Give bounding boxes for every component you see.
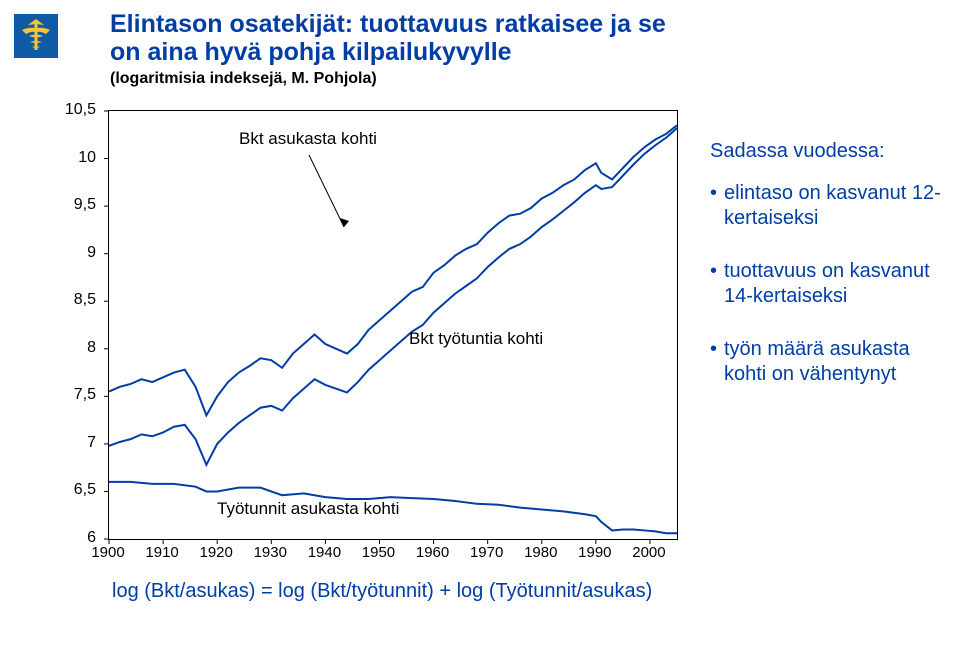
- bullet-2: tuottavuus on kasvanut 14-kertaiseksi: [710, 259, 945, 309]
- footer-equation: log (Bkt/asukas) = log (Bkt/työtunnit) +…: [112, 580, 652, 603]
- chart-lines: [109, 111, 677, 539]
- xtick: 1950: [362, 544, 395, 561]
- xtick: 1940: [308, 544, 341, 561]
- ytick: 8: [87, 339, 96, 357]
- xtick: 1900: [91, 544, 124, 561]
- slide-title: Elintason osatekijät: tuottavuus ratkais…: [110, 10, 666, 66]
- xtick: 1970: [470, 544, 503, 561]
- slide: Elintason osatekijät: tuottavuus ratkais…: [0, 0, 960, 646]
- ytick: 10: [78, 149, 96, 167]
- x-axis-labels: 1900191019201930194019501960197019801990…: [108, 540, 678, 564]
- ytick: 9: [87, 244, 96, 262]
- plot-area: Bkt asukasta kohti Bkt työtuntia kohti T…: [108, 110, 678, 540]
- side-bullets: elintaso on kasvanut 12-kertaiseksi tuot…: [710, 181, 945, 387]
- side-heading: Sadassa vuodessa:: [710, 140, 945, 163]
- ytick: 7,5: [74, 386, 96, 404]
- label-bkt-asukasta: Bkt asukasta kohti: [239, 129, 377, 149]
- xtick: 1960: [416, 544, 449, 561]
- xtick: 1910: [145, 544, 178, 561]
- xtick: 1980: [524, 544, 557, 561]
- slide-subtitle: (logaritmisia indeksejä, M. Pohjola): [110, 70, 377, 88]
- caduceus-logo: [14, 14, 58, 58]
- ytick: 8,5: [74, 291, 96, 309]
- y-axis-labels: 66,577,588,599,51010,5: [60, 110, 102, 560]
- side-text: Sadassa vuodessa: elintaso on kasvanut 1…: [710, 140, 945, 415]
- ytick: 7: [87, 434, 96, 452]
- bullet-3: työn määrä asukasta kohti on vähentynyt: [710, 337, 945, 387]
- line-chart: 66,577,588,599,51010,5 Bkt asukasta koht…: [60, 110, 680, 560]
- label-bkt-tyotuntia: Bkt työtuntia kohti: [409, 329, 543, 349]
- xtick: 1930: [254, 544, 287, 561]
- xtick: 1920: [200, 544, 233, 561]
- bullet-1: elintaso on kasvanut 12-kertaiseksi: [710, 181, 945, 231]
- ytick: 6,5: [74, 481, 96, 499]
- xtick: 1990: [578, 544, 611, 561]
- ytick: 9,5: [74, 196, 96, 214]
- title-line-1: Elintason osatekijät: tuottavuus ratkais…: [110, 10, 666, 38]
- label-tyotunnit: Työtunnit asukasta kohti: [217, 499, 399, 519]
- ytick: 10,5: [65, 101, 96, 119]
- xtick: 2000: [632, 544, 665, 561]
- title-line-2: on aina hyvä pohja kilpailukyvylle: [110, 38, 512, 66]
